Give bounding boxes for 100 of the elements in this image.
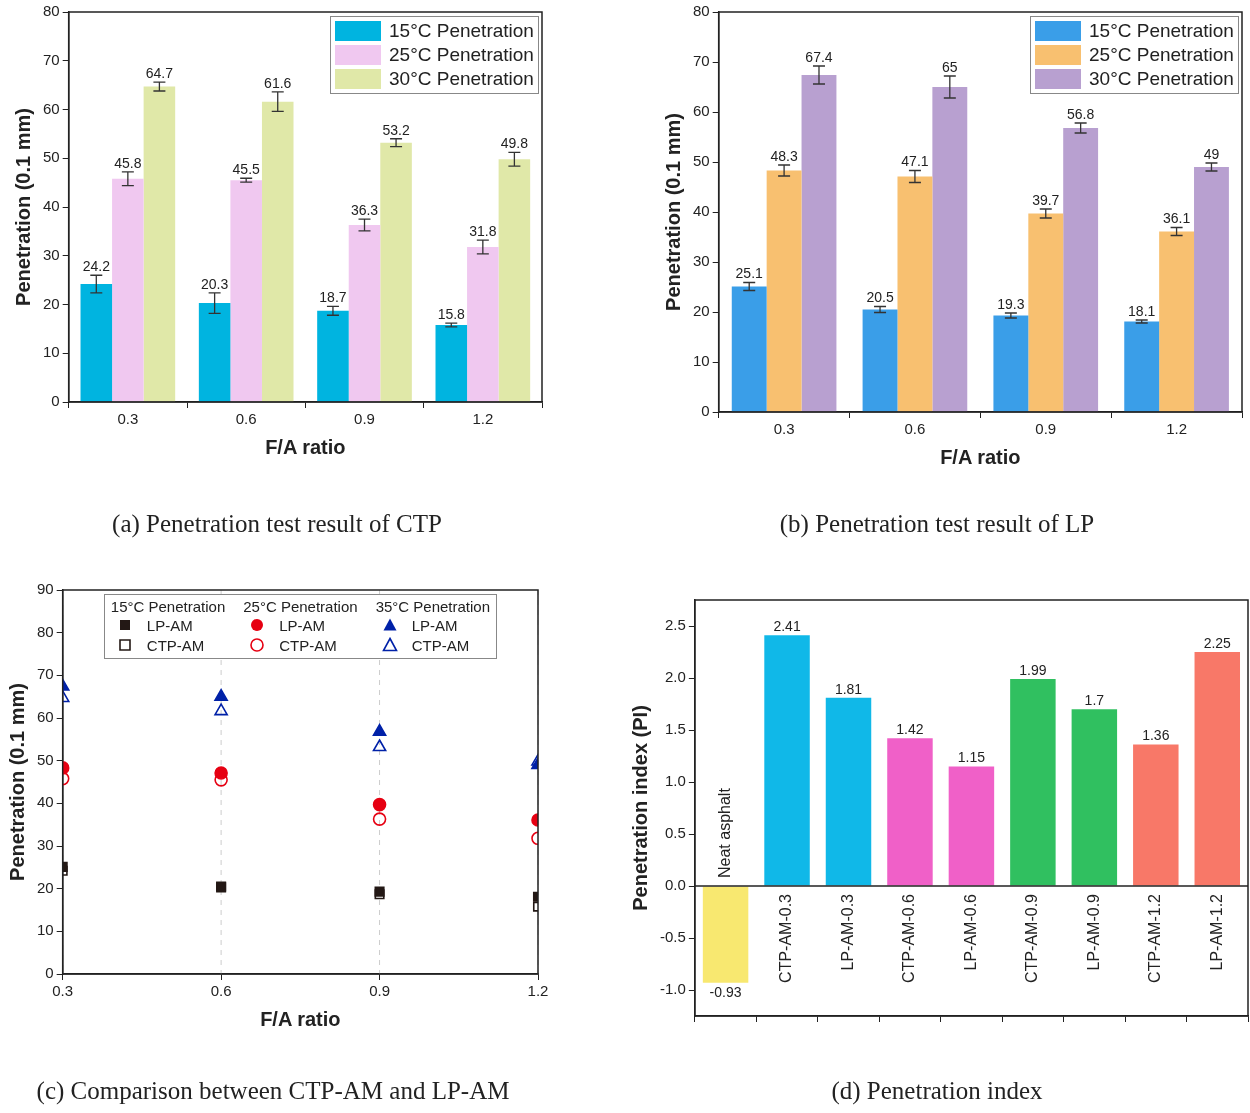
data-label: 1.99	[1019, 661, 1047, 678]
data-label: 1.7	[1084, 692, 1105, 709]
y-tick-label: 60	[37, 708, 54, 726]
x-axis-title: F/A ratio	[265, 435, 346, 458]
text: (b) Penetration test result of LP	[779, 510, 1095, 538]
x-tick-label: 0.9	[369, 982, 390, 1000]
bar	[1159, 231, 1195, 412]
x-tick-label: 0.3	[117, 410, 139, 428]
bar	[1194, 167, 1229, 412]
data-label: 19.3	[997, 295, 1025, 312]
text: (a) Penetration test result of CTP	[112, 510, 442, 538]
x-tick-label: 1.2	[472, 410, 494, 428]
y-tick-label: 30	[693, 252, 710, 270]
bar	[948, 766, 995, 886]
bar	[731, 286, 767, 412]
data-label: 64.7	[145, 65, 174, 82]
y-tick-label: 80	[43, 2, 60, 20]
x-tick-label: CTP-AM-0.6	[900, 893, 918, 983]
x-tick-label: 0.6	[210, 982, 232, 1000]
x-tick-label: LP-AM-0.9	[1084, 893, 1102, 971]
x-tick-label: Neat asphalt	[715, 787, 733, 878]
y-tick-label: 0.0	[664, 876, 686, 894]
data-label: 36.1	[1162, 210, 1191, 227]
x-tick-label: 0.6	[904, 420, 926, 438]
y-tick-label: 10	[37, 921, 54, 939]
annotation: 35°C Penetration	[375, 598, 491, 615]
data-label: 48.3	[770, 147, 798, 164]
y-tick-label: 40	[37, 793, 54, 811]
y-tick-label: 0.5	[664, 824, 686, 842]
data-label: 1.36	[1142, 727, 1170, 744]
legend-label: 30°C Penetration	[389, 68, 534, 90]
data-label: 2.41	[773, 618, 801, 635]
data-label: 67.4	[805, 48, 833, 65]
text: (d) Penetration index	[831, 1077, 1043, 1105]
y-tick-label: 50	[37, 750, 54, 768]
bar	[1071, 709, 1118, 886]
data-label: 24.2	[82, 258, 111, 275]
y-axis-title: Penetration index (PI)	[628, 705, 651, 911]
data-label: 20.5	[866, 289, 894, 306]
x-axis-title: F/A ratio	[940, 445, 1021, 468]
bar	[897, 176, 933, 412]
x-tick-label: 0.3	[52, 982, 74, 1000]
data-label: 47.1	[901, 153, 929, 170]
legend-label: 25°C Penetration	[1089, 44, 1234, 66]
bar	[993, 315, 1029, 412]
y-tick-label: 0	[45, 964, 54, 982]
data-label: 49.8	[500, 135, 529, 152]
y-tick-label: 0	[51, 392, 60, 410]
data-label: 1.42	[896, 721, 924, 738]
data-label: 20.3	[201, 275, 229, 292]
bar	[80, 284, 113, 402]
legend-label: CTP-AM	[279, 636, 337, 654]
data-label: 25.1	[735, 265, 764, 282]
legend-label: 15°C Penetration	[389, 20, 534, 42]
bar	[317, 310, 349, 402]
y-tick-label: 50	[693, 152, 710, 170]
y-tick-label: 40	[693, 202, 710, 220]
x-tick-label: 1.2	[1166, 420, 1188, 438]
y-tick-label: 30	[43, 245, 60, 263]
legend-label: 15°C Penetration	[1089, 20, 1234, 42]
bar	[932, 87, 968, 412]
data-label: 36.3	[350, 202, 379, 219]
bar	[348, 225, 381, 402]
y-tick-label: 90	[37, 580, 54, 598]
data-label: 15.8	[437, 305, 466, 322]
y-tick-label: 20	[693, 302, 710, 320]
data-label: 18.7	[319, 289, 347, 306]
legend-label: LP-AM	[411, 616, 458, 634]
bar	[766, 170, 802, 412]
legend-label: CTP-AM	[411, 636, 470, 654]
x-tick-label: 0.9	[354, 410, 375, 428]
bar	[887, 738, 933, 886]
y-tick-label: 20	[37, 878, 54, 896]
y-tick-label: 2.0	[664, 668, 686, 686]
y-tick-label: 20	[43, 294, 60, 312]
y-tick-label: 60	[693, 102, 710, 120]
x-axis-title: F/A ratio	[260, 1007, 341, 1030]
x-tick-label: CTP-AM-0.9	[1023, 893, 1041, 983]
legend-label: LP-AM	[146, 616, 193, 634]
data-label: 45.5	[232, 161, 261, 178]
y-tick-label: 10	[43, 343, 60, 361]
bar	[112, 178, 144, 402]
bar	[435, 324, 468, 402]
y-tick-label: 70	[37, 665, 54, 683]
x-tick-label: 1.2	[527, 982, 549, 1000]
x-tick-label: CTP-AM-0.3	[777, 893, 795, 983]
y-tick-label: 1.5	[664, 720, 686, 738]
y-tick-label: 30	[37, 836, 54, 854]
bar	[1063, 128, 1099, 412]
bar	[801, 75, 837, 412]
bar	[825, 697, 872, 886]
bar	[467, 246, 499, 402]
y-tick-label: 0	[701, 402, 710, 420]
data-label: 61.6	[264, 74, 292, 91]
y-tick-label: 1.0	[664, 772, 686, 790]
legend-label: LP-AM	[279, 616, 326, 634]
x-tick-label: 0.9	[1035, 420, 1057, 438]
y-axis-title: Penetration (0.1 mm)	[5, 683, 28, 881]
x-tick-label: 0.6	[235, 410, 257, 428]
bar	[230, 180, 262, 402]
